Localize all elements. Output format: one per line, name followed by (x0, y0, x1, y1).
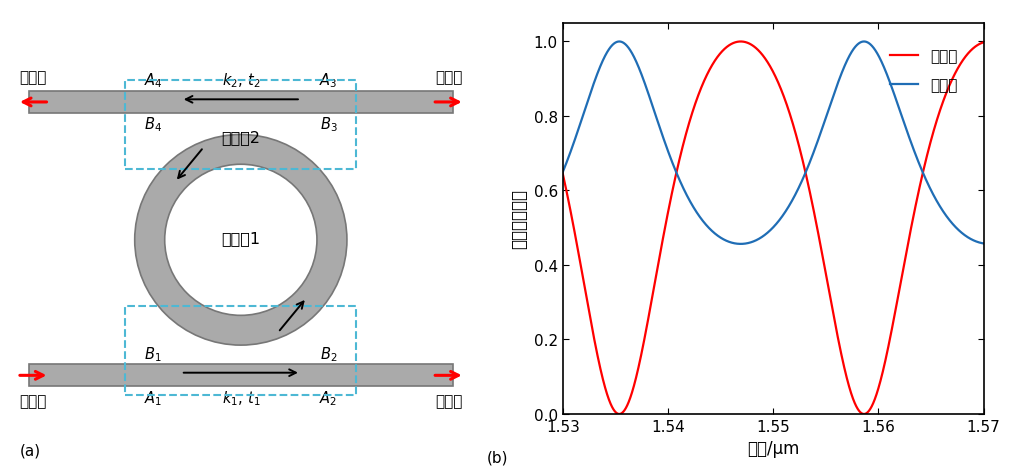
下载端 (977, 241, 990, 247)
Bar (28, 365, 453, 387)
Bar (126, 307, 356, 396)
Text: $B_1$: $B_1$ (144, 344, 162, 363)
X-axis label: 波长/μm: 波长/μm (747, 439, 799, 457)
直通端 (608, 408, 621, 414)
Line: 下载端: 下载端 (563, 42, 984, 244)
直通端 (858, 411, 870, 417)
Bar (28, 92, 453, 114)
直通端 (977, 40, 990, 46)
Text: (a): (a) (19, 442, 41, 457)
下载端 (608, 41, 621, 47)
直通端 (734, 40, 746, 45)
Circle shape (135, 135, 347, 346)
Text: $k_2,\,t_2$: $k_2,\,t_2$ (222, 71, 260, 90)
直通端 (957, 58, 969, 63)
直通端 (824, 298, 837, 304)
Text: $k_1,\,t_1$: $k_1,\,t_1$ (221, 388, 261, 407)
Text: $A_3$: $A_3$ (319, 71, 338, 90)
Circle shape (164, 165, 317, 316)
Text: $B_3$: $B_3$ (319, 116, 338, 134)
下载端 (824, 101, 837, 107)
Text: $A_4$: $A_4$ (144, 71, 162, 90)
Text: 输入端: 输入端 (19, 393, 47, 408)
下载端 (734, 241, 746, 247)
下载端 (858, 40, 870, 45)
Text: 直通端: 直通端 (435, 393, 462, 408)
Line: 直通端: 直通端 (563, 42, 984, 414)
Text: $A_1$: $A_1$ (144, 388, 162, 407)
下载端 (938, 210, 950, 216)
下载端 (567, 144, 579, 150)
直通端 (938, 97, 950, 103)
Text: (b): (b) (487, 450, 509, 465)
Text: 上传端: 上传端 (435, 70, 462, 85)
Bar (126, 80, 356, 169)
Text: 耦合区1: 耦合区1 (221, 230, 261, 246)
Legend: 直通端, 下载端: 直通端, 下载端 (884, 43, 963, 99)
下载端 (957, 232, 969, 238)
下载端 (557, 170, 569, 176)
Text: 下载端: 下载端 (19, 70, 47, 85)
Y-axis label: 归一化传输谱: 归一化传输谱 (510, 189, 528, 249)
直通端 (557, 171, 569, 177)
Text: $B_4$: $B_4$ (144, 116, 162, 134)
Text: $B_2$: $B_2$ (319, 344, 338, 363)
Text: $A_2$: $A_2$ (319, 388, 338, 407)
直通端 (567, 218, 579, 224)
直通端 (779, 96, 791, 102)
下载端 (779, 211, 791, 217)
Text: 耦合区2: 耦合区2 (221, 130, 261, 145)
